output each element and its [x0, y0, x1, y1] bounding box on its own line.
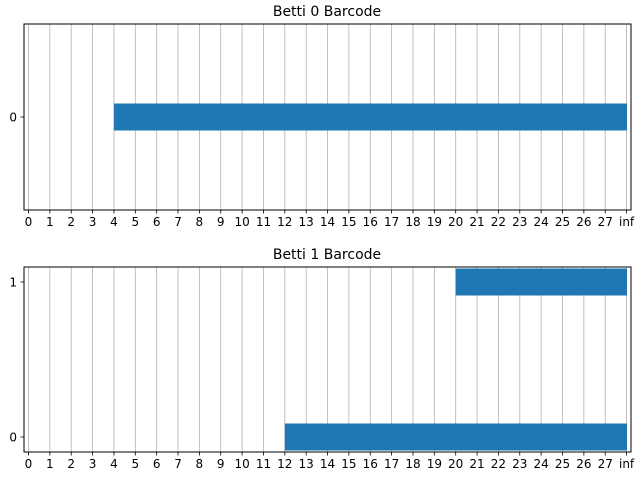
x-tick-label: 0 — [25, 457, 33, 471]
x-tick-label: 13 — [299, 215, 314, 229]
bars — [113, 103, 627, 131]
bars — [284, 268, 627, 451]
x-tick-label: 20 — [448, 215, 463, 229]
x-tick-label: 27 — [598, 215, 613, 229]
x-tick-label: 4 — [110, 457, 118, 471]
x-tick-label: 13 — [299, 457, 314, 471]
x-tick-label: 24 — [533, 215, 548, 229]
x-tick-label: 22 — [491, 215, 506, 229]
x-tick-label: 6 — [153, 215, 161, 229]
x-tick-label: 17 — [384, 215, 399, 229]
y-axis-ticks: 0 — [9, 111, 24, 125]
x-tick-label: 19 — [427, 457, 442, 471]
x-tick-label: 21 — [469, 457, 484, 471]
x-tick-label: 15 — [341, 457, 356, 471]
x-tick-label: 23 — [512, 457, 527, 471]
x-tick-label: 14 — [320, 457, 335, 471]
x-tick-label: 19 — [427, 215, 442, 229]
x-tick-label: 26 — [576, 457, 591, 471]
x-tick-label: 2 — [67, 457, 75, 471]
x-tick-label: 5 — [131, 457, 139, 471]
x-tick-label: 8 — [196, 215, 204, 229]
x-tick-label: 12 — [277, 457, 292, 471]
y-axis-ticks: 01 — [9, 276, 24, 445]
chart-title: Betti 1 Barcode — [273, 247, 381, 263]
x-tick-label: 1 — [46, 215, 54, 229]
x-tick-label: 9 — [217, 215, 225, 229]
x-tick-label: 15 — [341, 215, 356, 229]
x-tick-label: 12 — [277, 215, 292, 229]
x-tick-label: 20 — [448, 457, 463, 471]
x-tick-label: 10 — [234, 215, 249, 229]
x-tick-label: inf — [619, 457, 635, 471]
x-tick-label: 5 — [131, 215, 139, 229]
barcode-bar — [284, 423, 627, 451]
barcode-bar — [113, 103, 627, 131]
x-tick-label: 8 — [196, 457, 204, 471]
x-tick-label: 6 — [153, 457, 161, 471]
barcode-bar — [455, 268, 627, 296]
y-tick-label: 0 — [9, 431, 17, 445]
x-tick-label: 11 — [256, 457, 271, 471]
x-tick-label: 3 — [89, 457, 97, 471]
x-tick-label: 14 — [320, 215, 335, 229]
x-tick-label: 3 — [89, 215, 97, 229]
x-tick-label: 24 — [533, 457, 548, 471]
x-tick-label: 26 — [576, 215, 591, 229]
y-tick-label: 0 — [9, 111, 17, 125]
x-tick-label: 7 — [174, 215, 182, 229]
x-tick-label: 17 — [384, 457, 399, 471]
x-tick-label: 22 — [491, 457, 506, 471]
x-tick-label: 16 — [363, 457, 378, 471]
x-tick-label: 18 — [405, 457, 420, 471]
betti-1-barcode-chart: Betti 1 Barcode 0 1 2 3 4 5 6 7 8 9 10 11 12 13 14 15 16… — [9, 247, 635, 471]
x-tick-label: inf — [619, 215, 635, 229]
grid-lines — [28, 267, 627, 452]
x-tick-label: 16 — [363, 215, 378, 229]
betti-0-barcode-chart: Betti 0 Barcode 0 1 2 3 4 5 6 7 8 9 10 11 12 13 14 15 16… — [9, 4, 635, 229]
x-tick-label: 23 — [512, 215, 527, 229]
x-tick-label: 21 — [469, 215, 484, 229]
x-tick-label: 4 — [110, 215, 118, 229]
x-tick-label: 18 — [405, 215, 420, 229]
x-tick-label: 0 — [25, 215, 33, 229]
x-tick-label: 7 — [174, 457, 182, 471]
y-tick-label: 1 — [9, 276, 17, 290]
x-tick-label: 27 — [598, 457, 613, 471]
x-axis-ticks: 0 1 2 3 4 5 6 7 8 9 10 11 12 13 14 15 16 17 18 19 20 21 22 23 24… — [25, 210, 635, 229]
x-tick-label: 25 — [555, 457, 570, 471]
x-tick-label: 10 — [234, 457, 249, 471]
x-tick-label: 2 — [67, 215, 75, 229]
x-tick-label: 25 — [555, 215, 570, 229]
chart-title: Betti 0 Barcode — [273, 4, 381, 20]
x-tick-label: 1 — [46, 457, 54, 471]
x-tick-label: 9 — [217, 457, 225, 471]
x-tick-label: 11 — [256, 215, 271, 229]
x-axis-ticks: 0 1 2 3 4 5 6 7 8 9 10 11 12 13 14 15 16 17 18 19 20 21 22 23 24… — [25, 452, 635, 471]
